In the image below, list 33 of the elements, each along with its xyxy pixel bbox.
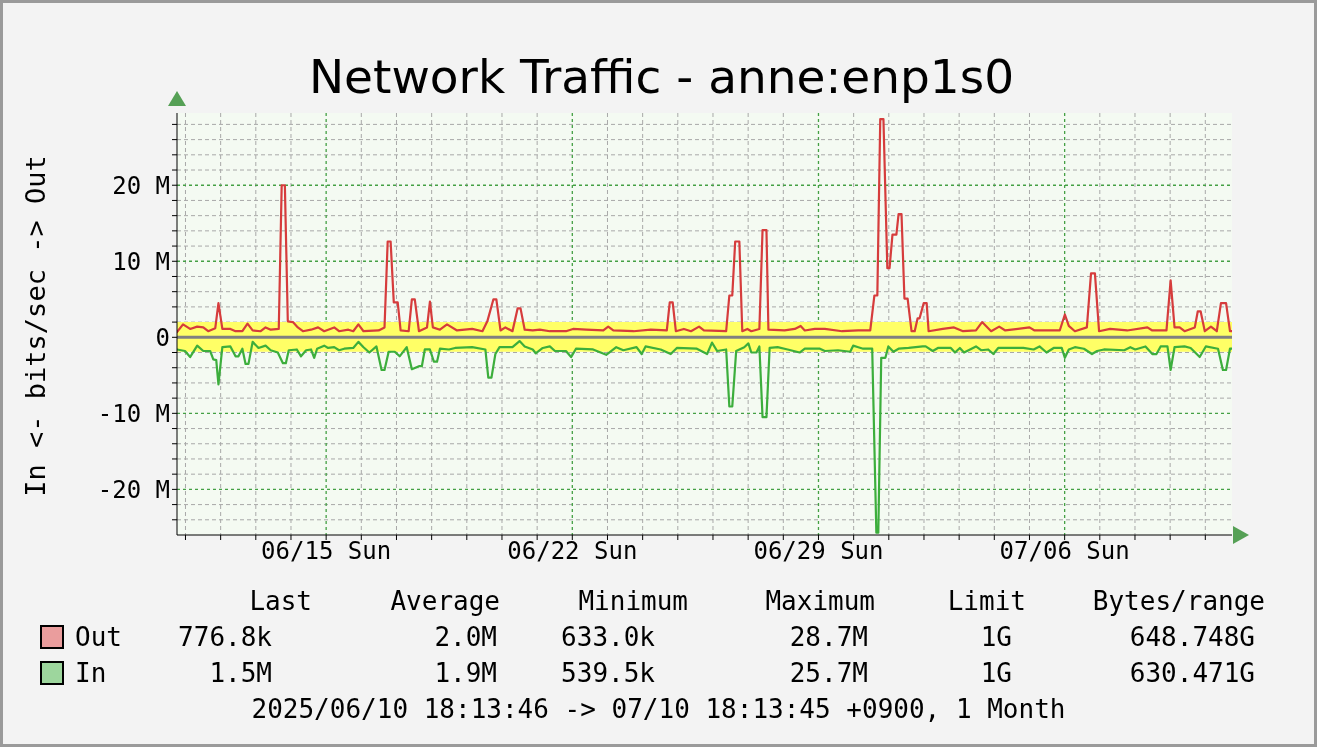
line-series (177, 117, 1232, 334)
y-tick-label: 0 (155, 323, 170, 352)
text: Bytes/range (1092, 586, 1265, 616)
x-tick-label: 06/15 Sun (261, 537, 392, 566)
text: Maximum (765, 586, 875, 616)
chart-title: Network Traffic - anne:enp1s0 (307, 49, 1016, 105)
legend-label: Out (75, 622, 122, 652)
text: 2025/06/10 18:13:46 -> 07/10 18:13:45 +0900, 1 Month (250, 694, 1067, 724)
text: 539.5k (561, 658, 655, 688)
text: 630.471G (1129, 658, 1255, 688)
text: 776.8k (178, 622, 272, 652)
x-tick-label: 06/22 Sun (507, 537, 638, 566)
y-axis-title: In <- bits/sec -> Out (19, 155, 51, 497)
text: Minimum (578, 586, 688, 616)
text: 1.9M (434, 658, 497, 688)
text: 1G (980, 658, 1012, 688)
text: 1.5M (209, 658, 272, 688)
text: Limit (947, 586, 1026, 616)
text: 2.0M (434, 622, 497, 652)
y-tick-label: 20 M (112, 171, 170, 200)
text: 648.748G (1129, 622, 1255, 652)
text: 1G (980, 622, 1012, 652)
x-tick-label: 07/06 Sun (999, 537, 1130, 566)
text: 633.0k (561, 622, 655, 652)
y-tick-label: -10 M (97, 399, 170, 428)
text: 28.7M (789, 622, 868, 652)
text: Average (390, 586, 500, 616)
legend-label: In (75, 658, 107, 688)
y-tick-label: 10 M (112, 247, 170, 276)
x-tick-label: 06/29 Sun (753, 537, 884, 566)
text: 25.7M (789, 658, 868, 688)
text: Last (249, 586, 312, 616)
y-tick-label: -20 M (97, 475, 170, 504)
